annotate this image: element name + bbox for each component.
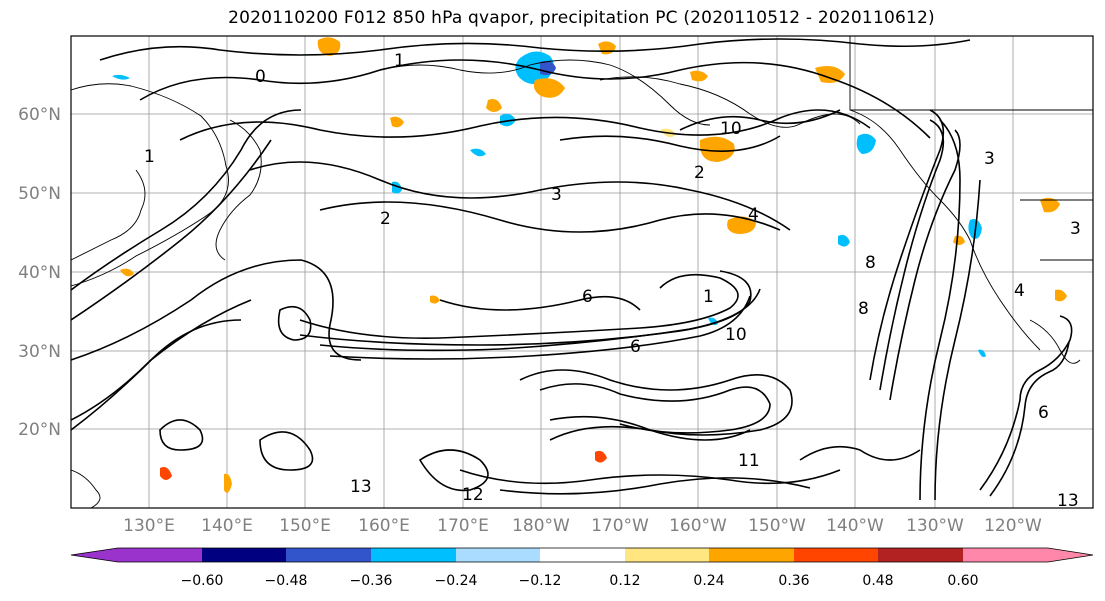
colorbar-segment <box>794 548 878 562</box>
contour-label: 1 <box>703 287 714 307</box>
contour-label: 4 <box>748 205 759 225</box>
lon-label: 130°W <box>906 516 964 536</box>
contour-label: 11 <box>738 451 760 471</box>
contour-label: 10 <box>725 325 747 345</box>
lon-label: 140°W <box>826 516 884 536</box>
colorbar-tick-label: −0.12 <box>519 573 562 589</box>
contour-label: 4 <box>1014 281 1025 301</box>
colorbar-segment <box>456 548 540 562</box>
contour-label: 12 <box>462 485 484 505</box>
contour-label: 2 <box>380 209 391 229</box>
map-frame <box>70 35 1094 509</box>
lon-label: 170°W <box>591 516 649 536</box>
colorbar-segment <box>371 548 456 562</box>
colorbar-tick-label: 0.36 <box>778 573 809 589</box>
colorbar-tick-label: −0.36 <box>350 573 393 589</box>
contour-label: 8 <box>865 253 876 273</box>
lon-label: 170°E <box>437 516 489 536</box>
colorbar-tick-label: 0.60 <box>947 573 978 589</box>
colorbar-tick-label: −0.48 <box>265 573 308 589</box>
map-title: 2020110200 F012 850 hPa qvapor, precipit… <box>228 8 935 28</box>
lon-label: 160°W <box>669 516 727 536</box>
lon-label: 150°E <box>279 516 331 536</box>
lat-label-30n: 30°N <box>18 342 61 362</box>
contour-label: 6 <box>1038 403 1049 423</box>
colorbar-outline <box>70 547 1094 563</box>
lon-label: 130°E <box>123 516 175 536</box>
contour-label: 2 <box>694 163 705 183</box>
contour-label: 3 <box>1070 219 1081 239</box>
contour-label: 3 <box>984 149 995 169</box>
lon-label: 180°W <box>512 516 570 536</box>
colorbar-segment <box>963 548 1093 562</box>
lat-label-60n: 60°N <box>18 105 61 125</box>
colorbar-segment <box>286 548 371 562</box>
map-panel: 1 0 10 2 3 4 2 3 6 1 10 6 8 8 4 13 12 11… <box>71 36 1093 511</box>
longitude-labels: 130°E 140°E 150°E 160°E 170°E 180°W 170°… <box>123 516 1042 536</box>
colorbar-tick-label: 0.12 <box>609 573 640 589</box>
latitude-labels: 60°N 50°N 40°N 30°N 20°N <box>18 105 61 440</box>
colorbar-segments <box>70 547 1094 563</box>
colorbar-segment <box>202 548 286 562</box>
colorbar-segment <box>878 548 963 562</box>
contour-label: 0 <box>255 67 266 87</box>
lon-label: 150°W <box>748 516 806 536</box>
lat-label-20n: 20°N <box>18 420 61 440</box>
qvapor-contours <box>71 38 1073 501</box>
colorbar-ticks: −0.60 −0.48 −0.36 −0.24 −0.12 0.12 0.24 … <box>181 573 979 589</box>
colorbar-segment <box>709 548 794 562</box>
colorbar-segment <box>625 548 709 562</box>
contour-label: 1 <box>144 147 155 167</box>
colorbar-tick-label: 0.24 <box>693 573 724 589</box>
contour-label: 3 <box>551 185 562 205</box>
gridlines <box>71 36 1093 508</box>
contour-label: 13 <box>1057 491 1079 511</box>
colorbar-tick-label: 0.48 <box>862 573 893 589</box>
contour-label: 6 <box>582 287 593 307</box>
colorbar: −0.60 −0.48 −0.36 −0.24 −0.12 0.12 0.24 … <box>70 547 1094 589</box>
lon-label: 120°W <box>984 516 1042 536</box>
contour-labels: 1 0 10 2 3 4 2 3 6 1 10 6 8 8 4 13 12 11… <box>144 51 1081 511</box>
contour-label: 10 <box>720 119 742 139</box>
lon-label: 140°E <box>201 516 253 536</box>
contour-label: 8 <box>858 299 869 319</box>
lat-label-50n: 50°N <box>18 184 61 204</box>
contour-label: 1 <box>394 51 405 71</box>
precip-pc-shading <box>112 37 1067 493</box>
colorbar-segment <box>540 548 625 562</box>
lon-label: 160°E <box>358 516 410 536</box>
colorbar-tick-label: −0.24 <box>435 573 478 589</box>
coastlines <box>71 36 1093 508</box>
lat-label-40n: 40°N <box>18 263 61 283</box>
contour-label: 13 <box>350 477 372 497</box>
colorbar-tick-label: −0.60 <box>181 573 224 589</box>
contour-label: 6 <box>630 337 641 357</box>
colorbar-segment <box>71 548 202 562</box>
